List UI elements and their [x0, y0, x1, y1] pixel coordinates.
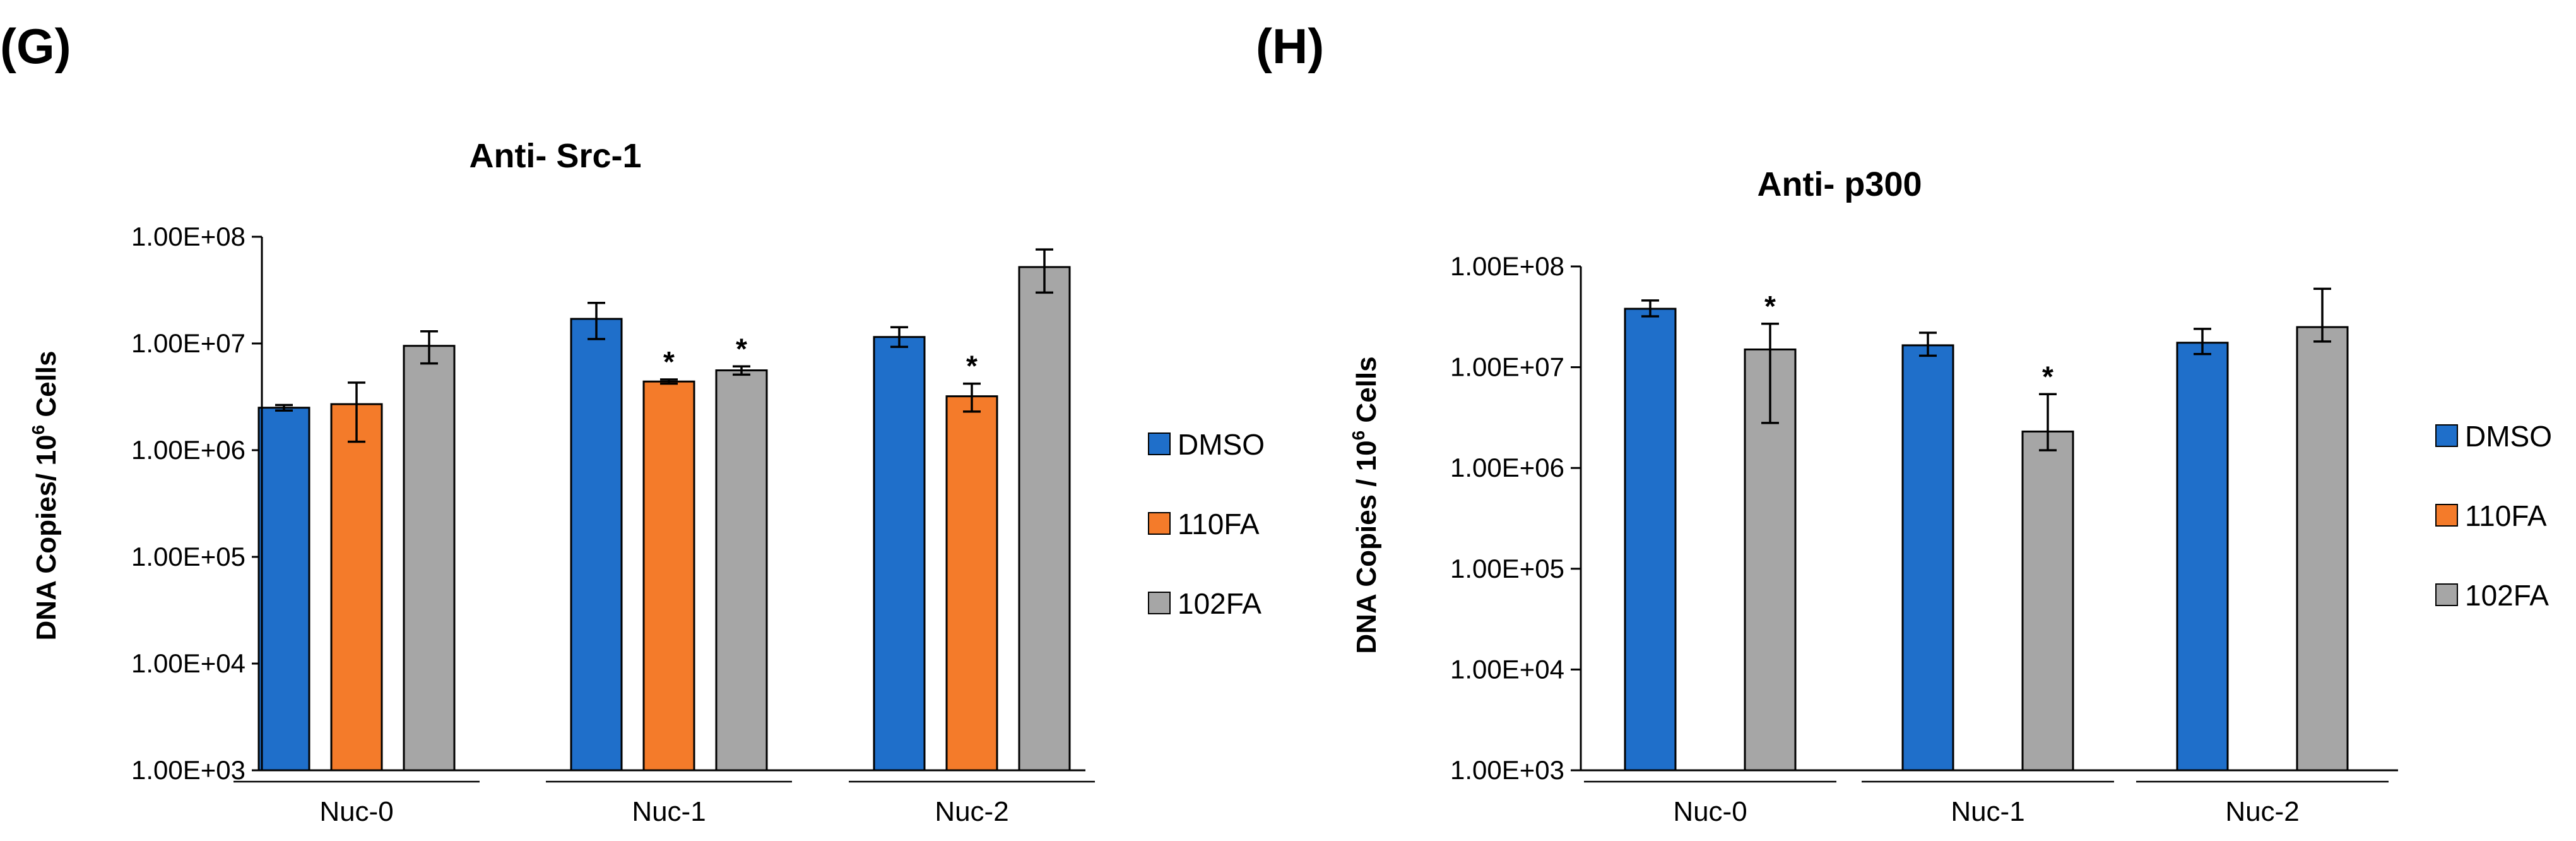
categories-g: Nuc-0 Nuc-1 Nuc-2	[233, 780, 1095, 827]
panel-label-h: (H)	[1256, 18, 1324, 74]
bar-102fa-nuc-0	[403, 345, 456, 772]
bar-102fa-nuc-2	[2296, 326, 2349, 772]
legend-label-dmso: DMSO	[1178, 428, 1265, 461]
y-axis-label-h: DNA Copies / 106 Cells	[1349, 356, 1382, 653]
significance-marker: *	[966, 350, 978, 383]
y-tick-label: 1.00E+07	[1450, 352, 1564, 382]
bar-102fa-nuc-1	[715, 369, 768, 772]
categories-h: Nuc-0 Nuc-1 Nuc-2	[1584, 780, 2389, 827]
chart-title-g: Anti- Src-1	[469, 137, 641, 175]
axes-g	[261, 237, 1085, 772]
category-label: Nuc-0	[319, 796, 393, 827]
category-label: Nuc-1	[632, 796, 706, 827]
bar-110fa-nuc-0	[330, 403, 383, 772]
category-label: Nuc-2	[2225, 796, 2299, 827]
category-label: Nuc-2	[935, 796, 1008, 827]
y-tick-label: 1.00E+04	[131, 648, 245, 678]
significance-marker: *	[736, 332, 747, 365]
category-label: Nuc-0	[1673, 796, 1747, 827]
legend-g: DMSO 110FA 102FA	[1148, 428, 1265, 620]
legend-label-102fa: 102FA	[1178, 587, 1261, 620]
panel-label-g: (G)	[0, 18, 71, 74]
y-tick-label: 1.00E+03	[1450, 755, 1564, 785]
panel-h: (H) Anti- p300 DNA Copies / 106 Cells 1.…	[1256, 18, 2552, 827]
y-tick-label: 1.00E+05	[131, 542, 245, 571]
legend-swatch-110fa	[1148, 512, 1171, 535]
bar-110fa-nuc-1	[642, 380, 695, 772]
bar-dmso-nuc-1	[570, 318, 623, 772]
legend-swatch-dmso	[2435, 424, 2458, 447]
bar-dmso-nuc-0	[1624, 307, 1677, 772]
panel-g: (G) Anti- Src-1 DNA Copies/ 106 Cells 1.…	[0, 18, 1265, 827]
legend-swatch-110fa	[2435, 504, 2458, 527]
y-ticks-h: 1.00E+03 1.00E+04 1.00E+05 1.00E+06 1.00E+07…	[1450, 251, 1581, 785]
y-ticks-g: 1.00E+03 1.00E+04 1.00E+05 1.00E+06 1.00E+07…	[131, 222, 262, 785]
y-tick-label: 1.00E+05	[1450, 554, 1564, 583]
bar-dmso-nuc-0	[257, 407, 310, 772]
legend-h: DMSO 110FA 102FA	[2435, 420, 2552, 612]
chart-title-h: Anti- p300	[1757, 165, 1922, 203]
category-label: Nuc-1	[1951, 796, 2024, 827]
y-tick-label: 1.00E+06	[1450, 453, 1564, 482]
bar-dmso-nuc-1	[1901, 344, 1954, 772]
legend-swatch-102fa	[1148, 592, 1171, 614]
y-tick-label: 1.00E+03	[131, 755, 245, 785]
bar-110fa-nuc-2	[945, 395, 998, 772]
bar-102fa-nuc-2	[1018, 266, 1071, 772]
y-tick-label: 1.00E+07	[131, 328, 245, 358]
legend-label-110fa: 110FA	[2465, 499, 2547, 532]
y-axis-label-g: DNA Copies/ 106 Cells	[28, 351, 62, 641]
axes-h	[1580, 266, 2398, 772]
significance-marker: *	[1764, 290, 1776, 323]
y-tick-label: 1.00E+08	[131, 222, 245, 251]
bars-h: **	[1624, 287, 2349, 772]
bars-g: * * *	[257, 248, 1071, 772]
y-tick-label: 1.00E+04	[1450, 654, 1564, 684]
legend-label-dmso: DMSO	[2465, 420, 2552, 453]
legend-swatch-102fa	[2435, 583, 2458, 606]
legend-label-110fa: 110FA	[1178, 508, 1260, 540]
y-tick-label: 1.00E+06	[131, 435, 245, 465]
bar-dmso-nuc-2	[2176, 342, 2229, 772]
bar-dmso-nuc-2	[873, 336, 926, 772]
bar-102fa-nuc-1	[2021, 430, 2074, 772]
legend-label-102fa: 102FA	[2465, 579, 2549, 612]
y-tick-label: 1.00E+08	[1450, 251, 1564, 281]
significance-marker: *	[663, 345, 675, 378]
legend-swatch-dmso	[1148, 432, 1171, 455]
significance-marker: *	[2042, 360, 2053, 393]
